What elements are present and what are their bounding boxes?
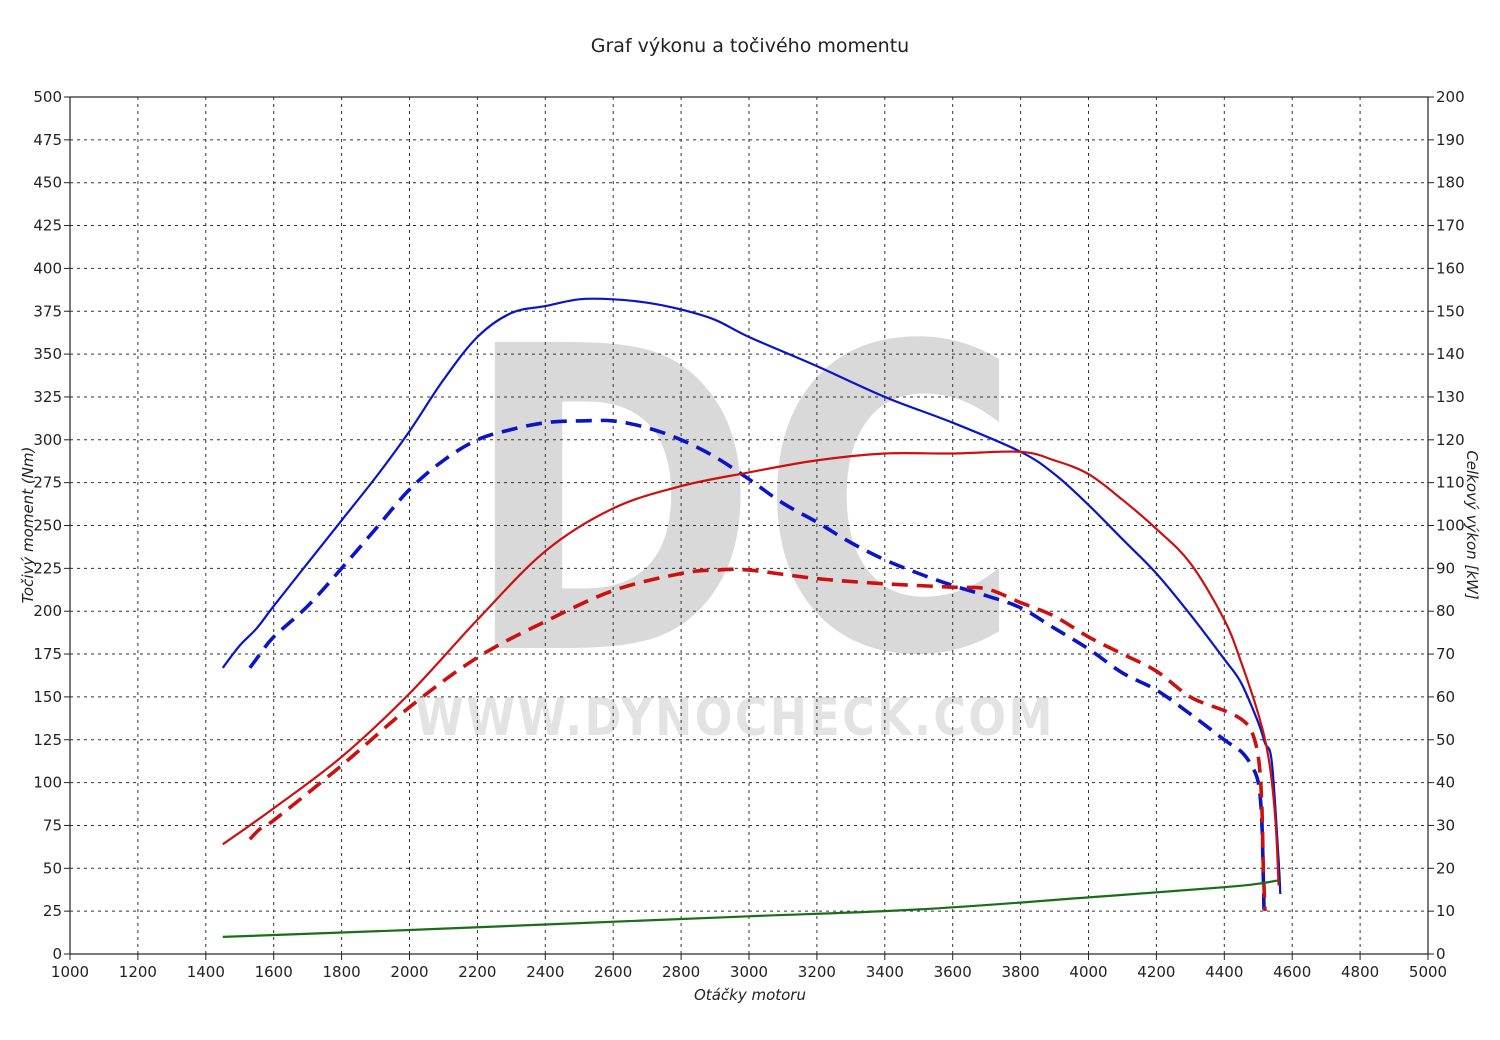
x-tick-label: 4600 bbox=[1273, 963, 1311, 981]
x-tick-label: 4400 bbox=[1205, 963, 1243, 981]
x-tick-label: 2000 bbox=[390, 963, 428, 981]
right-tick-label: 180 bbox=[1436, 174, 1465, 192]
right-tick-label: 80 bbox=[1436, 602, 1455, 620]
left-tick-label: 300 bbox=[33, 431, 62, 449]
right-tick-label: 30 bbox=[1436, 816, 1455, 834]
left-tick-label: 0 bbox=[52, 945, 62, 963]
right-tick-label: 90 bbox=[1436, 559, 1455, 577]
x-tick-label: 3200 bbox=[798, 963, 836, 981]
series-layer bbox=[221, 297, 1282, 938]
left-tick-label: 475 bbox=[33, 131, 62, 149]
right-tick-label: 140 bbox=[1436, 345, 1465, 363]
x-tick-label: 1400 bbox=[187, 963, 225, 981]
watermark-url: WWW.DYNOCHECK.COM bbox=[415, 688, 1055, 748]
x-tick-label: 3000 bbox=[730, 963, 768, 981]
left-tick-label: 325 bbox=[33, 388, 62, 406]
left-tick-label: 225 bbox=[33, 559, 62, 577]
series-line-1 bbox=[221, 297, 1282, 895]
right-tick-label: 60 bbox=[1436, 688, 1455, 706]
left-tick-label: 500 bbox=[33, 88, 62, 106]
left-tick-label: 275 bbox=[33, 474, 62, 492]
watermark-logo: DC bbox=[462, 259, 1022, 748]
right-tick-label: 0 bbox=[1436, 945, 1446, 963]
x-tick-label: 1600 bbox=[255, 963, 293, 981]
x-tick-label: 1000 bbox=[51, 963, 89, 981]
right-axis-ticks: 0 10 20 30 40 50 60 70 80 90 100 110 120 130 140 150 160… bbox=[1428, 88, 1465, 963]
left-tick-label: 150 bbox=[33, 688, 62, 706]
right-tick-label: 50 bbox=[1436, 731, 1455, 749]
x-tick-label: 3600 bbox=[934, 963, 972, 981]
right-tick-label: 100 bbox=[1436, 517, 1465, 535]
x-tick-label: 3800 bbox=[1002, 963, 1040, 981]
right-tick-label: 20 bbox=[1436, 859, 1455, 877]
left-tick-label: 250 bbox=[33, 517, 62, 535]
series-line-4 bbox=[248, 567, 1267, 912]
right-tick-label: 130 bbox=[1436, 388, 1465, 406]
x-axis-title: Otáčky motoru bbox=[694, 986, 806, 1004]
x-tick-label: 4800 bbox=[1341, 963, 1379, 981]
left-tick-label: 350 bbox=[33, 345, 62, 363]
left-tick-label: 100 bbox=[33, 774, 62, 792]
series-line-2 bbox=[248, 418, 1266, 912]
x-tick-label: 1800 bbox=[323, 963, 361, 981]
left-tick-label: 450 bbox=[33, 174, 62, 192]
x-tick-label: 3400 bbox=[866, 963, 904, 981]
right-tick-label: 200 bbox=[1436, 88, 1465, 106]
left-tick-label: 425 bbox=[33, 217, 62, 235]
right-tick-label: 120 bbox=[1436, 431, 1465, 449]
left-tick-label: 375 bbox=[33, 302, 62, 320]
x-tick-label: 2800 bbox=[662, 963, 700, 981]
x-tick-label: 2600 bbox=[594, 963, 632, 981]
x-tick-label: 4200 bbox=[1137, 963, 1175, 981]
x-tick-label: 1200 bbox=[119, 963, 157, 981]
left-tick-label: 75 bbox=[43, 816, 62, 834]
x-tick-label: 5000 bbox=[1409, 963, 1447, 981]
left-tick-label: 25 bbox=[43, 902, 62, 920]
right-tick-label: 110 bbox=[1436, 474, 1465, 492]
watermark: DC WWW.DYNOCHECK.COM bbox=[415, 259, 1055, 748]
right-tick-label: 40 bbox=[1436, 774, 1455, 792]
right-tick-label: 70 bbox=[1436, 645, 1455, 663]
left-tick-label: 175 bbox=[33, 645, 62, 663]
left-axis-title: Točivý moment (Nm) bbox=[19, 447, 37, 604]
right-tick-label: 150 bbox=[1436, 302, 1465, 320]
left-axis-ticks: 0 25 50 75 100 125 150 175 200 225 250 275 300 325 350… bbox=[33, 88, 70, 963]
chart-title: Graf výkonu a točivého momentu bbox=[591, 35, 909, 57]
x-tick-label: 4000 bbox=[1069, 963, 1107, 981]
grid bbox=[69, 96, 1429, 955]
series-line-5 bbox=[222, 879, 1279, 938]
right-tick-label: 160 bbox=[1436, 259, 1465, 277]
left-tick-label: 200 bbox=[33, 602, 62, 620]
right-axis-title: Celkový výkon [kW] bbox=[1463, 450, 1481, 600]
x-tick-label: 2400 bbox=[526, 963, 564, 981]
series-line-3 bbox=[222, 450, 1280, 886]
left-tick-label: 400 bbox=[33, 259, 62, 277]
right-tick-label: 190 bbox=[1436, 131, 1465, 149]
x-tick-label: 2200 bbox=[458, 963, 496, 981]
right-tick-label: 170 bbox=[1436, 217, 1465, 235]
left-tick-label: 125 bbox=[33, 731, 62, 749]
x-axis-ticks: 1000 1200 1400 1600 1800 2000 2200 2400 2600 2800… bbox=[51, 954, 1447, 981]
right-tick-label: 10 bbox=[1436, 902, 1455, 920]
left-tick-label: 50 bbox=[43, 859, 62, 877]
